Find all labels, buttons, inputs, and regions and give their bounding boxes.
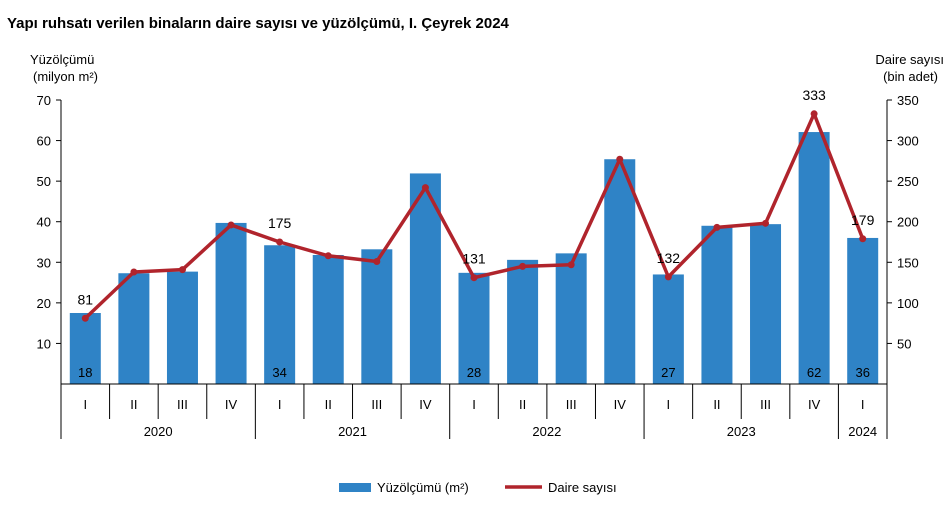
bar-value-label: 36 [855, 365, 869, 380]
category-label: I [667, 397, 671, 412]
bar-value-label: 28 [467, 365, 481, 380]
bar [312, 254, 344, 384]
chart-title: Yapı ruhsatı verilen binaların daire say… [7, 15, 510, 32]
year-label: 2020 [144, 424, 173, 439]
bar [69, 313, 101, 384]
year-label: 2023 [727, 424, 756, 439]
category-label: II [325, 397, 332, 412]
category-label: II [130, 397, 137, 412]
bar-value-label: 62 [807, 365, 821, 380]
bar [798, 132, 830, 384]
category-label: II [519, 397, 526, 412]
line-value-label: 175 [268, 215, 292, 231]
bar-value-label: 34 [272, 365, 286, 380]
y-left-tick-label: 70 [37, 93, 51, 108]
legend: Yüzölçümü (m²) Daire sayısı [339, 480, 617, 495]
y-right-tick-label: 250 [897, 174, 919, 189]
category-label: I [861, 397, 865, 412]
bar [652, 274, 684, 384]
legend-line-label: Daire sayısı [548, 480, 617, 495]
line-point [616, 155, 624, 163]
y-right-tick-label: 200 [897, 215, 919, 230]
bar [555, 253, 587, 384]
category-label: I [278, 397, 282, 412]
bar [701, 225, 733, 384]
line-point [762, 219, 770, 227]
line-point [567, 261, 575, 269]
y-left-tick-label: 10 [37, 336, 51, 351]
year-label: 2021 [338, 424, 367, 439]
line-value-label: 81 [78, 291, 94, 307]
line-point [470, 274, 478, 282]
category-label: I [472, 397, 476, 412]
bar [507, 259, 539, 384]
line-point [810, 110, 818, 118]
line-point [859, 235, 867, 243]
bar [264, 245, 296, 384]
bar [604, 159, 636, 384]
y-right-tick-label: 350 [897, 93, 919, 108]
bar [166, 271, 198, 384]
line-point [373, 257, 381, 265]
category-label: IV [614, 397, 627, 412]
y-right-title-line2: (bin adet) [883, 69, 938, 84]
y-right-tick-label: 150 [897, 255, 919, 270]
bar [750, 224, 782, 384]
category-label: IV [808, 397, 821, 412]
line-point [130, 268, 138, 276]
legend-bar-label: Yüzölçümü (m²) [377, 480, 469, 495]
line-point [276, 238, 284, 246]
y-left-tick-label: 30 [37, 255, 51, 270]
line-point [421, 184, 429, 192]
bar [847, 237, 879, 384]
category-label: I [83, 397, 87, 412]
y-right-tick-label: 100 [897, 296, 919, 311]
category-label: III [371, 397, 382, 412]
bar [215, 222, 247, 384]
line-point [519, 262, 527, 270]
year-label: 2022 [532, 424, 561, 439]
line-value-label: 333 [802, 87, 826, 103]
y-right-tick-label: 50 [897, 336, 911, 351]
y-left-tick-label: 50 [37, 174, 51, 189]
y-left-tick-label: 20 [37, 296, 51, 311]
category-label: II [713, 397, 720, 412]
line-point [664, 273, 672, 281]
y-right-title-line1: Daire sayısı [875, 52, 944, 67]
legend-bar-swatch [339, 483, 371, 492]
year-label: 2024 [848, 424, 877, 439]
line-point [178, 266, 186, 274]
line-point [713, 223, 721, 231]
bar [361, 249, 393, 384]
line-value-label: 131 [462, 251, 486, 267]
category-label: III [177, 397, 188, 412]
bar-value-label: 18 [78, 365, 92, 380]
category-label: III [760, 397, 771, 412]
y-left-title-line2: (milyon m²) [33, 69, 98, 84]
category-label: III [566, 397, 577, 412]
line-value-label: 179 [851, 212, 875, 228]
y-left-title-line1: Yüzölçümü [30, 52, 94, 67]
line-point [227, 221, 235, 229]
y-left-tick-label: 40 [37, 215, 51, 230]
line-point [81, 314, 89, 322]
bar-value-label: 27 [661, 365, 675, 380]
y-left-tick-label: 60 [37, 134, 51, 149]
line-point [324, 252, 332, 260]
category-label: IV [225, 397, 238, 412]
bar [458, 272, 490, 384]
line-value-label: 132 [657, 250, 681, 266]
y-right-tick-label: 300 [897, 134, 919, 149]
bar [118, 273, 150, 384]
category-label: IV [419, 397, 432, 412]
